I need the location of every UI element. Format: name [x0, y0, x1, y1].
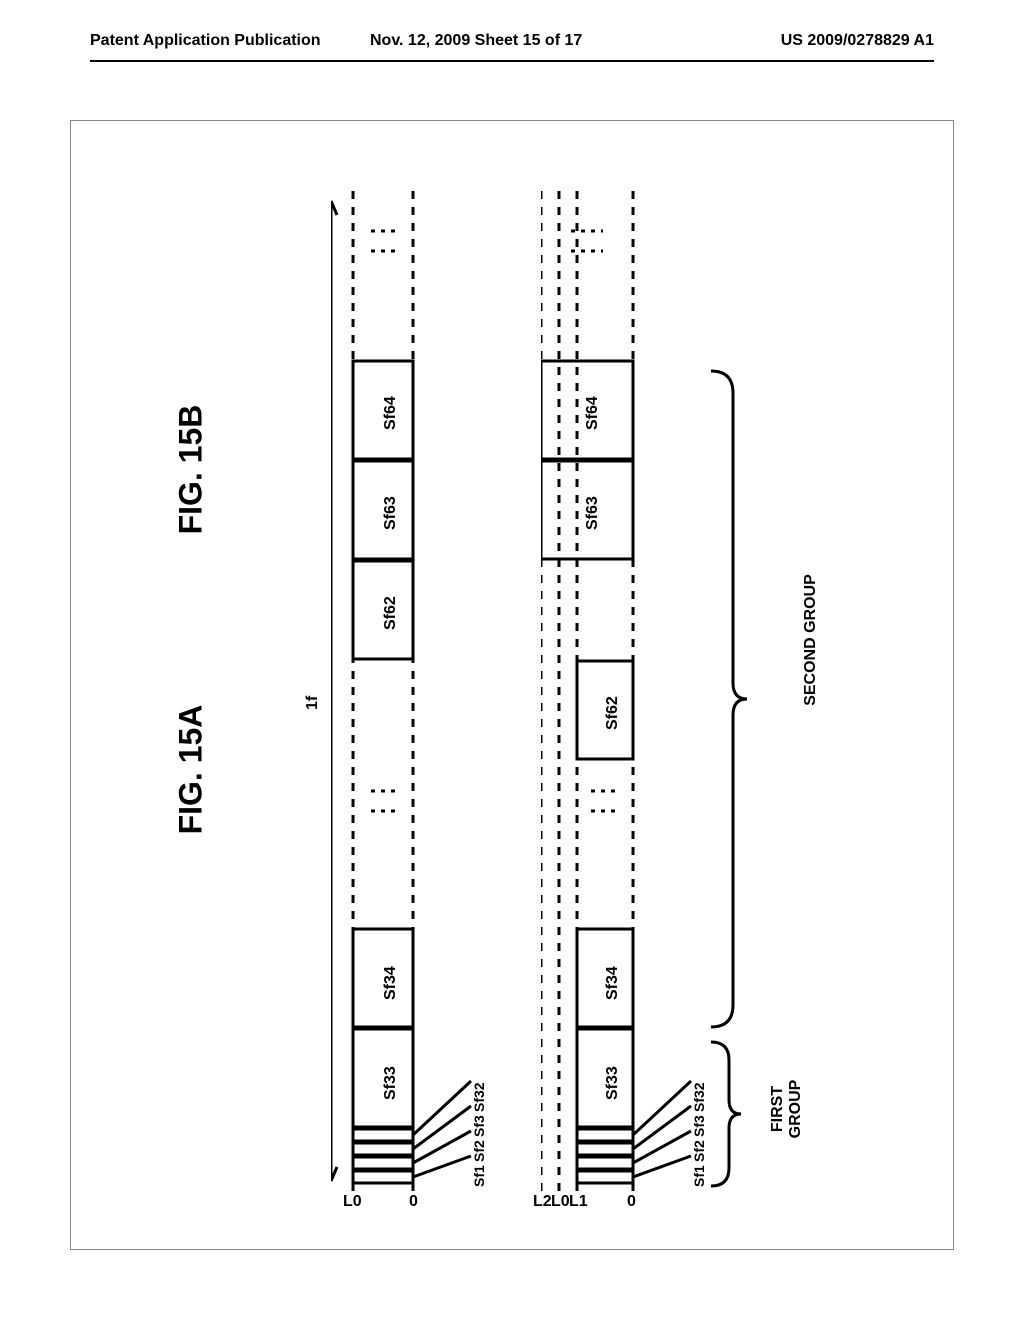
- second-group-label: SECOND GROUP: [802, 530, 820, 750]
- fig-b-sf34: Sf34: [604, 940, 622, 1000]
- fig-a-sf62: Sf62: [382, 570, 400, 630]
- fig-b-axis-zero: 0: [627, 1193, 636, 1211]
- fig-b-sf64: Sf64: [584, 370, 602, 430]
- fig-b-sf63: Sf63: [584, 470, 602, 530]
- frame-period-label: 1f: [304, 670, 322, 710]
- fig-b-sf62: Sf62: [604, 670, 622, 730]
- page-root: Patent Application Publication Nov. 12, …: [0, 0, 1024, 1320]
- fig-b-sf33: Sf33: [604, 1040, 622, 1100]
- figure-a-label: FIG. 15A: [173, 680, 210, 860]
- header-rule: [90, 60, 934, 62]
- header-left: Patent Application Publication: [90, 32, 321, 50]
- fig-a-axis-l0: L0: [343, 1193, 362, 1211]
- fig-a-sf34: Sf34: [382, 940, 400, 1000]
- header-mid: Nov. 12, 2009 Sheet 15 of 17: [370, 32, 582, 50]
- header-right: US 2009/0278829 A1: [781, 32, 934, 50]
- figure-b-label: FIG. 15B: [173, 380, 210, 560]
- fig-b-axis-l2: L2: [533, 1193, 552, 1211]
- fig-a-axis-zero: 0: [409, 1193, 418, 1211]
- fig-b-sf32: Sf32: [691, 1052, 707, 1112]
- fig-a-sf32: Sf32: [471, 1052, 487, 1112]
- inner-frame: FIG. 15A FIG. 15B: [70, 120, 954, 1250]
- fig-a-sf63: Sf63: [382, 470, 400, 530]
- fig-a-sf33: Sf33: [382, 1040, 400, 1100]
- first-group-label: FIRST GROUP: [769, 1059, 805, 1159]
- fig-a-sf64: Sf64: [382, 370, 400, 430]
- figure-b-diagram: L2 L0 L1 0 Sf1 Sf2 Sf3 Sf32 Sf33 Sf34 Sf…: [541, 191, 921, 1191]
- fig-b-axis-l0: L0: [551, 1193, 570, 1211]
- fig-b-axis-l1: L1: [569, 1193, 588, 1211]
